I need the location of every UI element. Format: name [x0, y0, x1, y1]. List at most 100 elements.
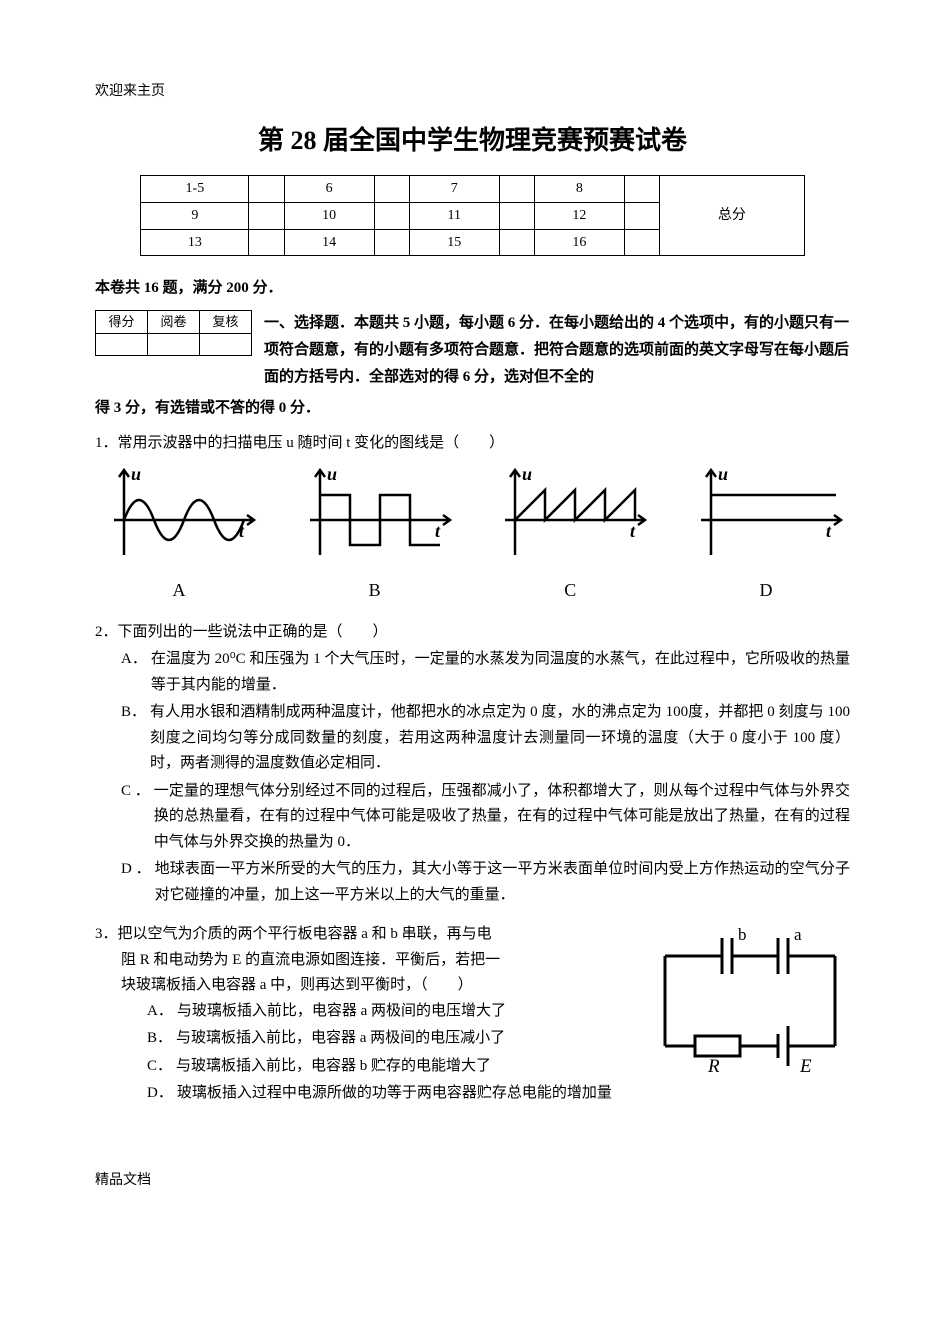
score-cell: 总分: [660, 175, 805, 255]
score-cell: [374, 175, 409, 202]
svg-text:t: t: [435, 521, 441, 541]
q2-option: C ．一定量的理想气体分别经过不同的过程后，压强都减小了，体积都增大了，则从每个…: [121, 779, 850, 856]
score-cell: [499, 229, 534, 256]
graph-d-item: u t D: [686, 465, 846, 606]
label-r: R: [707, 1056, 720, 1076]
circuit-svg: b a R E: [650, 926, 850, 1076]
q1-text: 1．常用示波器中的扫描电压 u 随时间 t 变化的图线是（ ）: [95, 431, 850, 457]
graph-a-svg: u t: [99, 465, 259, 560]
q3-circuit: b a R E: [650, 926, 850, 1086]
label-a: a: [794, 926, 802, 944]
score-cell: 7: [409, 175, 499, 202]
exam-summary: 本卷共 16 题，满分 200 分．: [95, 276, 850, 302]
q2-options: A．在温度为 20⁰C 和压强为 1 个大气压时，一定量的水蒸发为同温度的水蒸气…: [121, 647, 850, 908]
q3-line1: 3．把以空气为介质的两个平行板电容器 a 和 b 串联，再与电: [95, 922, 640, 948]
graph-a-label: A: [99, 575, 259, 606]
svg-text:u: u: [327, 465, 337, 484]
option-label: C ．: [121, 779, 150, 856]
score-cell: 16: [534, 229, 624, 256]
q3-option: C．与玻璃板插入前比，电容器 b 贮存的电能增大了: [147, 1054, 640, 1080]
graph-c-item: u t C: [490, 465, 650, 606]
score-cell: 9: [141, 202, 249, 229]
option-label: C．: [147, 1054, 172, 1080]
svg-text:t: t: [239, 521, 245, 541]
svg-text:t: t: [630, 521, 636, 541]
score-cell: [624, 229, 659, 256]
option-text: 与玻璃板插入前比，电容器 a 两极间的电压增大了: [177, 999, 640, 1025]
q3-line3: 块玻璃板插入电容器 a 中，则再达到平衡时，（ ）: [121, 973, 640, 999]
q3-option: A．与玻璃板插入前比，电容器 a 两极间的电压增大了: [147, 999, 640, 1025]
score-cell: [249, 202, 284, 229]
graph-b-item: u t B: [295, 465, 455, 606]
option-label: A．: [147, 999, 173, 1025]
option-text: 在温度为 20⁰C 和压强为 1 个大气压时，一定量的水蒸发为同温度的水蒸气，在…: [151, 647, 850, 698]
option-label: B．: [147, 1026, 172, 1052]
mini-th-review: 阅卷: [148, 310, 200, 333]
option-text: 玻璃板插入过程中电源所做的功等于两电容器贮存总电能的增加量: [177, 1081, 640, 1107]
score-table: 1-5 6 7 8 总分 9 10 11 12 13 14 15 16: [140, 175, 804, 256]
score-cell: 12: [534, 202, 624, 229]
footer-text: 精品文档: [95, 1169, 850, 1193]
mini-blank: [148, 333, 200, 355]
q2-text: 2．下面列出的一些说法中正确的是（ ）: [95, 620, 850, 646]
score-cell: [249, 175, 284, 202]
score-cell: [624, 175, 659, 202]
score-cell: 6: [284, 175, 374, 202]
svg-text:t: t: [826, 521, 832, 541]
graph-d-label: D: [686, 575, 846, 606]
score-cell: 10: [284, 202, 374, 229]
score-cell: [249, 229, 284, 256]
graph-c-svg: u t: [490, 465, 650, 560]
mini-blank: [96, 333, 148, 355]
mini-th-check: 复核: [200, 310, 252, 333]
question-1: 1．常用示波器中的扫描电压 u 随时间 t 变化的图线是（ ） u t A: [95, 431, 850, 606]
svg-text:u: u: [131, 465, 141, 484]
graph-c-label: C: [490, 575, 650, 606]
label-e: E: [799, 1056, 812, 1076]
option-label: D ．: [121, 857, 151, 908]
question-2: 2．下面列出的一些说法中正确的是（ ） A．在温度为 20⁰C 和压强为 1 个…: [95, 620, 850, 909]
option-text: 一定量的理想气体分别经过不同的过程后，压强都减小了，体积都增大了，则从每个过程中…: [154, 779, 850, 856]
q2-option: A．在温度为 20⁰C 和压强为 1 个大气压时，一定量的水蒸发为同温度的水蒸气…: [121, 647, 850, 698]
q2-option: D ．地球表面一平方米所受的大气的压力，其大小等于这一平方米表面单位时间内受上方…: [121, 857, 850, 908]
header-text: 欢迎来主页: [95, 80, 850, 104]
score-cell: [499, 202, 534, 229]
page-title: 第 28 届全国中学生物理竞赛预赛试卷: [95, 119, 850, 163]
label-b: b: [738, 926, 747, 944]
option-text: 与玻璃板插入前比，电容器 a 两极间的电压减小了: [176, 1026, 640, 1052]
graph-b-svg: u t: [295, 465, 455, 560]
q3-options: A．与玻璃板插入前比，电容器 a 两极间的电压增大了B．与玻璃板插入前比，电容器…: [147, 999, 640, 1107]
score-cell: [499, 175, 534, 202]
q2-option: B．有人用水银和酒精制成两种温度计，他都把水的冰点定为 0 度，水的沸点定为 1…: [121, 700, 850, 777]
score-cell: [624, 202, 659, 229]
graph-b-label: B: [295, 575, 455, 606]
svg-text:u: u: [522, 465, 532, 484]
section-intro-row: 得分 阅卷 复核 一、选择题．本题共 5 小题，每小题 6 分．在每小题给出的 …: [95, 310, 850, 391]
marker-table: 得分 阅卷 复核: [95, 310, 252, 356]
question-3: 3．把以空气为介质的两个平行板电容器 a 和 b 串联，再与电 阻 R 和电动势…: [95, 922, 850, 1109]
q3-option: D．玻璃板插入过程中电源所做的功等于两电容器贮存总电能的增加量: [147, 1081, 640, 1107]
score-cell: 13: [141, 229, 249, 256]
score-cell: [374, 202, 409, 229]
option-label: A．: [121, 647, 147, 698]
svg-text:u: u: [718, 465, 728, 484]
option-text: 地球表面一平方米所受的大气的压力，其大小等于这一平方米表面单位时间内受上方作热运…: [155, 857, 850, 908]
q3-option: B．与玻璃板插入前比，电容器 a 两极间的电压减小了: [147, 1026, 640, 1052]
mini-th-score: 得分: [96, 310, 148, 333]
option-text: 有人用水银和酒精制成两种温度计，他都把水的冰点定为 0 度，水的沸点定为 100…: [150, 700, 850, 777]
score-cell: 15: [409, 229, 499, 256]
option-text: 与玻璃板插入前比，电容器 b 贮存的电能增大了: [176, 1054, 640, 1080]
option-label: B．: [121, 700, 146, 777]
section-intro: 一、选择题．本题共 5 小题，每小题 6 分．在每小题给出的 4 个选项中，有的…: [264, 310, 850, 391]
graph-d-svg: u t: [686, 465, 846, 560]
score-cell: 14: [284, 229, 374, 256]
option-label: D．: [147, 1081, 173, 1107]
score-cell: [374, 229, 409, 256]
score-cell: 8: [534, 175, 624, 202]
score-cell: 1-5: [141, 175, 249, 202]
q1-graph-row: u t A u t B: [95, 465, 850, 606]
q3-line2: 阻 R 和电动势为 E 的直流电源如图连接．平衡后，若把一: [121, 948, 640, 974]
section-intro-cont: 得 3 分，有选错或不答的得 0 分．: [95, 396, 850, 422]
score-cell: 11: [409, 202, 499, 229]
mini-blank: [200, 333, 252, 355]
